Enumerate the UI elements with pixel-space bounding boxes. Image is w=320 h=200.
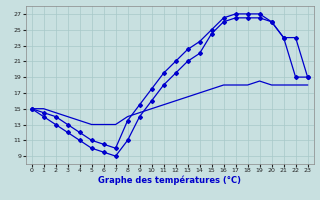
X-axis label: Graphe des températures (°C): Graphe des températures (°C) — [98, 176, 241, 185]
